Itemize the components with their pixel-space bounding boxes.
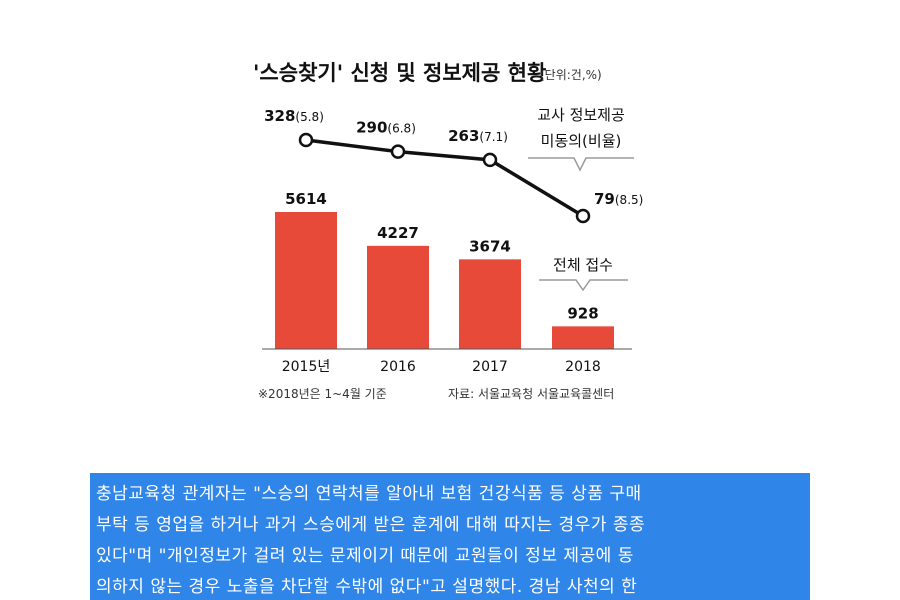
line-legend: 교사 정보제공 미동의(비율): [528, 106, 634, 172]
series-line: [305, 138, 584, 218]
source: 자료: 서울교육청 서울교육콜센터: [448, 387, 614, 401]
line-value-label: 290(6.8): [356, 119, 416, 137]
unit-note: (단위:건,%): [540, 68, 602, 82]
line-marker: [390, 144, 406, 159]
line-value-label: 79(8.5): [594, 190, 643, 208]
bar-legend-bracket: [539, 279, 628, 292]
bar-value-label: 3674: [469, 237, 511, 255]
x-axis: 2015년 2016 2017 2018: [262, 348, 632, 375]
line-rate-label: (8.5): [615, 193, 643, 207]
line-legend-text-2: 미동의(비율): [541, 132, 622, 150]
line-rate-label: (7.1): [479, 130, 507, 144]
line-legend-bracket: [528, 157, 634, 172]
article-line: 충남교육청 관계자는 "스승의 연락처를 알아내 보험 건강식품 등 상품 구매: [96, 484, 642, 504]
bar-legend: 전체 접수: [539, 256, 628, 292]
bar-value-label: 4227: [377, 224, 419, 242]
x-tick-label: 2017: [472, 359, 508, 375]
article-text-selection[interactable]: 충남교육청 관계자는 "스승의 연락처를 알아내 보험 건강식품 등 상품 구매…: [90, 473, 810, 600]
bar: [552, 326, 614, 349]
article-line: 의하지 않는 경우 노출을 차단할 수밖에 없다"고 설명했다. 경남 사천의 …: [96, 577, 638, 597]
bar-legend-text: 전체 접수: [553, 256, 613, 274]
line-marker: [298, 132, 314, 148]
bar-value-label: 928: [567, 304, 598, 322]
line-marker: [575, 208, 591, 224]
x-tick-label: 2015년: [282, 359, 331, 375]
footnote: ※2018년은 1~4월 기준: [258, 387, 387, 401]
line-rate-label: (6.8): [387, 122, 415, 136]
line-value-label: 328(5.8): [264, 107, 324, 125]
chart: '스승찾기' 신청 및 정보제공 현황 (단위:건,%) 교사 정보제공 미동의…: [253, 61, 643, 401]
bar: [367, 245, 429, 349]
bar: [459, 259, 521, 349]
article-line: 있다"며 "개인정보가 걸려 있는 문제이기 때문에 교원들이 정보 제공에 동: [96, 546, 634, 566]
article-line: 부탁 등 영업을 하거나 과거 스승에게 받은 훈계에 대해 따지는 경우가 종…: [96, 515, 646, 535]
line-marker: [482, 152, 498, 168]
line-value-label: 263(7.1): [448, 127, 508, 145]
line-rate-label: (5.8): [295, 110, 323, 124]
chart-title: '스승찾기' 신청 및 정보제공 현황: [253, 61, 546, 85]
line-series: 328(5.8) 290(6.8) 263(7.1) 79(8.5): [264, 107, 643, 224]
line-legend-text-1: 교사 정보제공: [537, 106, 625, 124]
x-tick-label: 2018: [565, 359, 601, 375]
bar-value-label: 5614: [285, 190, 327, 208]
bar: [275, 212, 337, 349]
bar-series: 5614 4227 3674 928: [275, 190, 614, 349]
x-tick-label: 2016: [380, 359, 416, 375]
